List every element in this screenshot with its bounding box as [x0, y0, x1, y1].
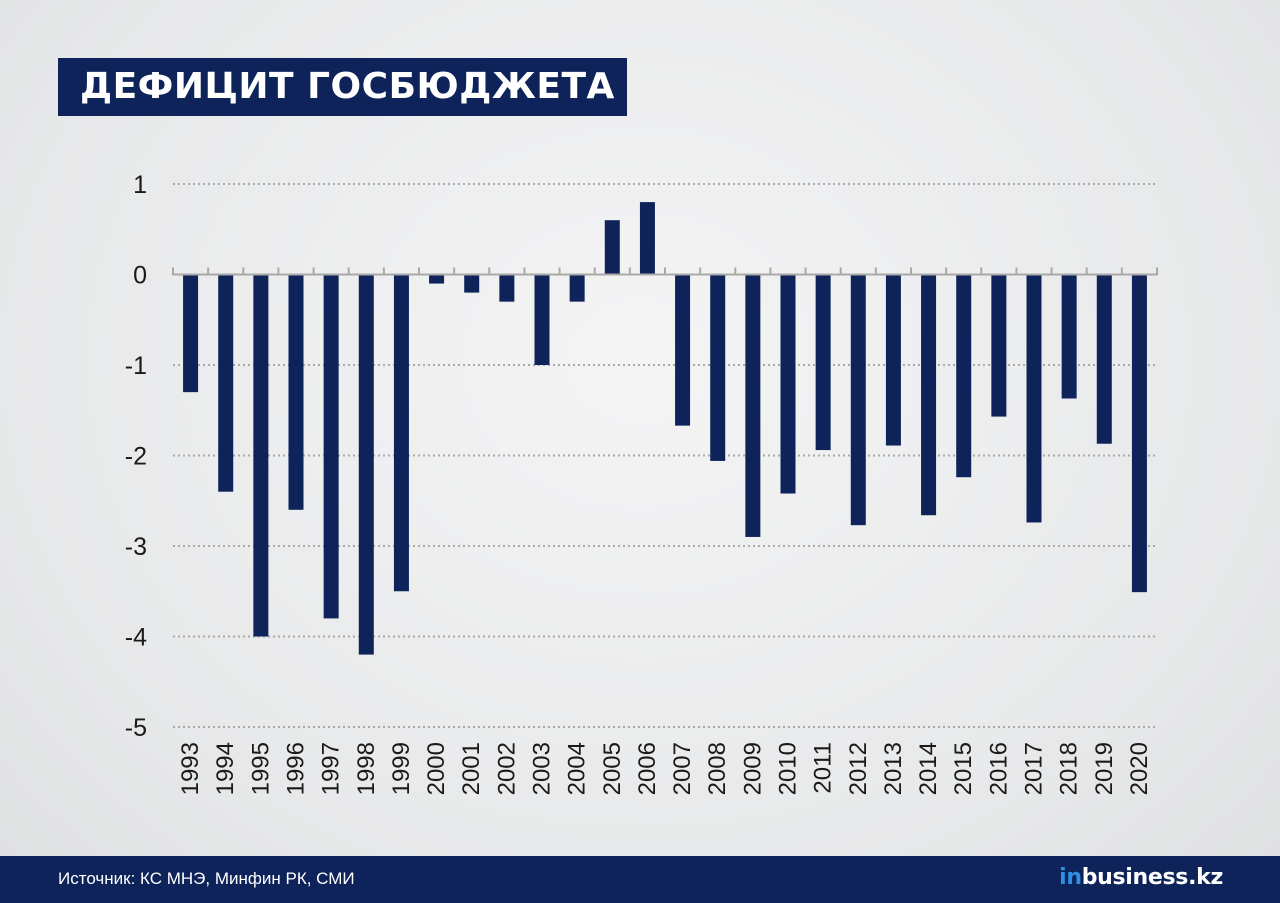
x-tick-label: 2010	[775, 742, 802, 795]
x-tick-label: 1997	[318, 742, 345, 795]
x-tick-label: 2002	[493, 742, 520, 795]
bar-2013	[885, 274, 901, 446]
gridlines	[173, 183, 1157, 728]
x-tick-labels: 1993 1994 1995 1996 1997 1998 1999 2000 2001 2002…	[177, 742, 1153, 795]
bar-chart: 10-1-2-3-4-5 1993 1994 1995 1996 1997 1998 199…	[125, 171, 1158, 795]
x-tick-label: 2007	[669, 742, 696, 795]
bar-2002	[499, 274, 515, 302]
site-logo[interactable]: inbusiness.kz	[1059, 865, 1223, 890]
y-tick-label: -2	[125, 443, 147, 471]
x-tick-label: 2009	[739, 742, 766, 795]
x-tick-label: 1994	[212, 742, 239, 795]
bar-2007	[675, 274, 691, 426]
bar-2009	[745, 274, 761, 537]
x-tick-label: 1998	[353, 742, 380, 795]
x-tick-label: 2005	[599, 742, 626, 795]
bar-2008	[710, 274, 726, 461]
bar-2016	[991, 274, 1007, 417]
x-tick-label: 2006	[634, 742, 661, 795]
bar-1998	[358, 274, 374, 655]
bar-2000	[429, 274, 445, 284]
bar-2011	[815, 274, 831, 451]
x-tick-label: 1999	[388, 742, 415, 795]
bar-1993	[183, 274, 199, 393]
x-tick-label: 1993	[177, 742, 204, 795]
bar-1999	[393, 274, 409, 592]
bar-2005	[604, 220, 620, 275]
x-tick-label: 2001	[458, 742, 485, 795]
y-tick-label: -5	[125, 714, 147, 742]
source-note: Источник: КС МНЭ, Минфин РК, СМИ	[58, 869, 355, 888]
x-tick-label: 2018	[1056, 742, 1083, 795]
bar-2004	[569, 274, 585, 302]
bars	[183, 202, 1147, 655]
x-tick-label: 2020	[1126, 742, 1153, 795]
x-tick-label: 2015	[950, 742, 977, 795]
x-tick-label: 2016	[985, 742, 1012, 795]
bar-2017	[1026, 274, 1042, 523]
bar-2006	[639, 202, 655, 275]
x-tick-label: 2019	[1091, 742, 1118, 795]
bar-2010	[780, 274, 796, 494]
y-tick-label: -3	[125, 533, 147, 561]
bar-2018	[1061, 274, 1077, 399]
y-tick-labels: 1 0 -1 -2 -3 -4 -5	[125, 171, 147, 742]
x-tick-label: 2017	[1021, 742, 1048, 795]
bar-1995	[253, 274, 269, 637]
bar-1997	[323, 274, 339, 619]
logo-prefix: in	[1059, 865, 1082, 890]
logo-rest: business.kz	[1081, 865, 1224, 890]
x-tick-label: 2004	[564, 742, 591, 795]
y-tick-label: -4	[125, 624, 147, 652]
bar-1996	[288, 274, 304, 510]
chart-title: ДЕФИЦИТ ГОСБЮДЖЕТА	[80, 66, 615, 107]
bar-2001	[464, 274, 480, 293]
bar-2014	[921, 274, 937, 516]
bar-2020	[1131, 274, 1147, 593]
x-tick-label: 2003	[529, 742, 556, 795]
bar-2012	[850, 274, 866, 526]
title-banner: ДЕФИЦИТ ГОСБЮДЖЕТА	[58, 58, 627, 116]
bar-1994	[218, 274, 234, 492]
footer-bar: Источник: КС МНЭ, Минфин РК, СМИ inbusin…	[0, 856, 1280, 903]
y-tick-label: 1	[133, 171, 147, 199]
x-tick-label: 2014	[915, 742, 942, 795]
x-tick-label: 2011	[810, 742, 837, 794]
y-tick-label: -1	[125, 352, 147, 380]
x-tick-label: 1996	[283, 742, 310, 795]
x-tick-label: 2013	[880, 742, 907, 795]
x-tick-label: 2012	[845, 742, 872, 795]
bar-2019	[1096, 274, 1112, 444]
x-tick-label: 1995	[247, 742, 274, 795]
x-tick-label: 2000	[423, 742, 450, 795]
x-tick-label: 2008	[704, 742, 731, 795]
zero-axis	[172, 267, 1158, 276]
bar-2003	[534, 274, 550, 365]
y-tick-label: 0	[133, 262, 147, 290]
bar-2015	[956, 274, 972, 478]
